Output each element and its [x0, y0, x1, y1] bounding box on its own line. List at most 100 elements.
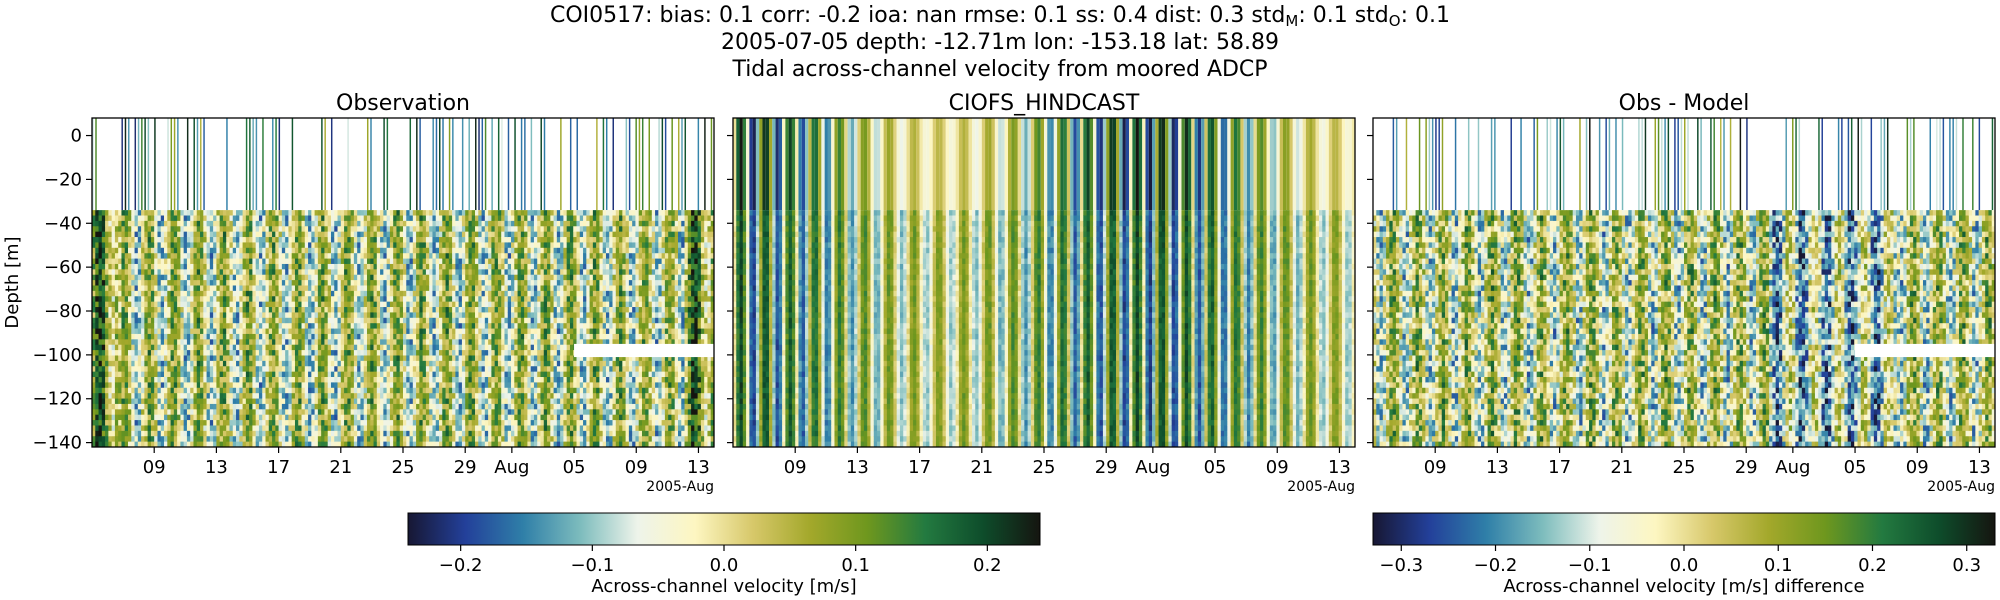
heatmap-cell	[452, 318, 456, 324]
heatmap-cell	[105, 366, 109, 372]
heatmap-cell	[128, 264, 132, 270]
heatmap-cell	[364, 226, 368, 232]
heatmap-cell	[305, 242, 309, 248]
heatmap-cell	[370, 232, 374, 238]
heatmap-cell	[102, 329, 106, 335]
heatmap-cell	[302, 248, 306, 254]
heatmap-cell	[171, 377, 175, 383]
heatmap-cell	[246, 242, 250, 248]
heatmap-cell	[396, 372, 400, 378]
heatmap-cell	[239, 216, 243, 222]
heatmap-cell	[161, 275, 165, 281]
heatmap-cell	[423, 361, 427, 367]
heatmap-cell	[239, 334, 243, 340]
heatmap-cell	[318, 259, 322, 265]
heatmap-cell	[203, 280, 207, 286]
heatmap-cell	[121, 425, 125, 431]
heatmap-cell	[452, 339, 456, 345]
heatmap-cell	[239, 393, 243, 399]
heatmap-cell	[177, 269, 181, 275]
heatmap-cell	[161, 388, 165, 394]
heatmap-cell	[338, 323, 342, 329]
heatmap-cell	[387, 377, 391, 383]
heatmap-cell	[252, 226, 256, 232]
heatmap-cell	[167, 318, 171, 324]
heatmap-cell	[112, 226, 116, 232]
heatmap-cell	[171, 350, 175, 356]
heatmap-cell	[295, 372, 299, 378]
heatmap-cell	[540, 118, 541, 210]
heatmap-cell	[331, 216, 335, 222]
heatmap-cell	[207, 415, 211, 421]
heatmap-cell	[288, 237, 292, 243]
heatmap-cell	[347, 388, 351, 394]
heatmap-cell	[449, 355, 453, 361]
heatmap-cell	[442, 334, 446, 340]
heatmap-cell	[436, 425, 440, 431]
heatmap-cell	[370, 237, 374, 243]
heatmap-cell	[180, 388, 184, 394]
heatmap-cell	[233, 329, 237, 335]
heatmap-cell	[354, 242, 358, 248]
heatmap-cell	[197, 248, 201, 254]
heatmap-cell	[223, 420, 227, 426]
heatmap-cell	[207, 210, 211, 216]
heatmap-cell	[324, 280, 328, 286]
heatmap-cell	[351, 345, 355, 351]
heatmap-cell	[328, 280, 332, 286]
heatmap-cell	[243, 216, 247, 222]
heatmap-cell	[177, 280, 181, 286]
heatmap-cell	[439, 339, 443, 345]
heatmap-cell	[243, 323, 247, 329]
heatmap-cell	[151, 221, 155, 227]
heatmap-cell	[128, 210, 132, 216]
heatmap-cell	[311, 259, 315, 265]
heatmap-cell	[266, 216, 270, 222]
heatmap-cell	[393, 285, 397, 291]
heatmap-cell	[118, 339, 122, 345]
heatmap-cell	[200, 388, 204, 394]
heatmap-cell	[99, 366, 103, 372]
heatmap-cell	[295, 280, 299, 286]
heatmap-cell	[259, 312, 263, 318]
heatmap-cell	[442, 285, 446, 291]
heatmap-cell	[105, 232, 109, 238]
heatmap-cell	[177, 399, 181, 405]
heatmap-cell	[439, 334, 443, 340]
heatmap-cell	[282, 275, 286, 281]
heatmap-cell	[164, 339, 168, 345]
heatmap-cell	[357, 431, 361, 437]
heatmap-cell	[95, 280, 99, 286]
heatmap-cell	[269, 361, 273, 367]
heatmap-cell	[243, 285, 247, 291]
heatmap-cell	[112, 237, 116, 243]
heatmap-cell	[167, 415, 171, 421]
heatmap-cell	[377, 415, 381, 421]
heatmap-cell	[203, 388, 207, 394]
heatmap-cell	[151, 399, 155, 405]
heatmap-cell	[370, 269, 374, 275]
heatmap-cell	[429, 269, 433, 275]
heatmap-cell	[213, 415, 217, 421]
heatmap-cell	[282, 345, 286, 351]
heatmap-cell	[393, 377, 397, 383]
heatmap-cell	[285, 345, 289, 351]
heatmap-cell	[419, 355, 423, 361]
heatmap-cell	[171, 242, 175, 248]
heatmap-cell	[259, 280, 263, 286]
heatmap-cell	[233, 285, 237, 291]
heatmap-cell	[508, 118, 509, 210]
heatmap-cell	[164, 388, 168, 394]
heatmap-cell	[200, 355, 204, 361]
heatmap-cell	[396, 388, 400, 394]
heatmap-cell	[357, 404, 361, 410]
heatmap-cell	[423, 232, 427, 238]
heatmap-cell	[180, 425, 184, 431]
heatmap-cell	[243, 420, 247, 426]
heatmap-cell	[295, 221, 299, 227]
heatmap-cell	[207, 259, 211, 265]
heatmap-cell	[229, 334, 233, 340]
heatmap-cell	[105, 307, 109, 313]
heatmap-cell	[367, 436, 371, 442]
heatmap-cell	[207, 399, 211, 405]
